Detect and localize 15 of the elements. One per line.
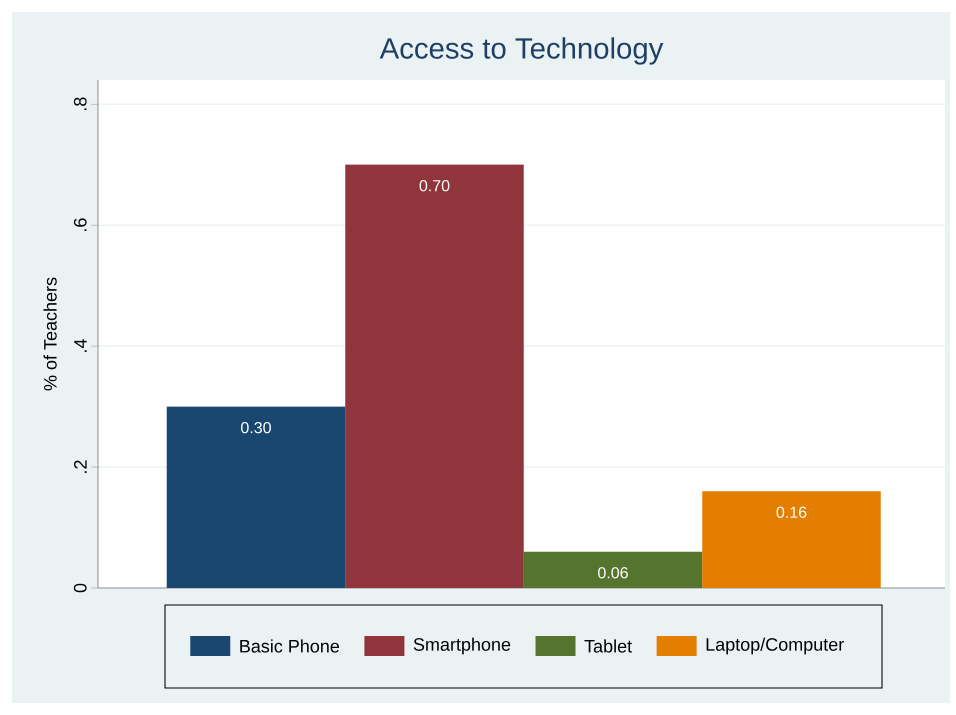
data-label: 0.30 xyxy=(241,422,271,434)
y-tick-label: .8 xyxy=(74,97,87,110)
legend-label: Tablet xyxy=(584,639,632,653)
data-label: 0.16 xyxy=(776,506,806,518)
data-label: 0.70 xyxy=(420,180,450,192)
y-tick-label: .2 xyxy=(74,460,87,473)
chart-title: Access to Technology xyxy=(380,37,664,65)
y-tick-label: 0 xyxy=(74,584,87,592)
y-axis-title: % of Teachers xyxy=(44,278,57,390)
legend-label: Basic Phone xyxy=(240,639,340,653)
y-tick-label: .6 xyxy=(74,218,87,231)
legend-label: Smartphone xyxy=(414,638,510,654)
legend-label: Laptop/Computer xyxy=(706,638,844,654)
y-tick-label: .4 xyxy=(74,339,87,352)
data-label: 0.06 xyxy=(598,567,628,578)
